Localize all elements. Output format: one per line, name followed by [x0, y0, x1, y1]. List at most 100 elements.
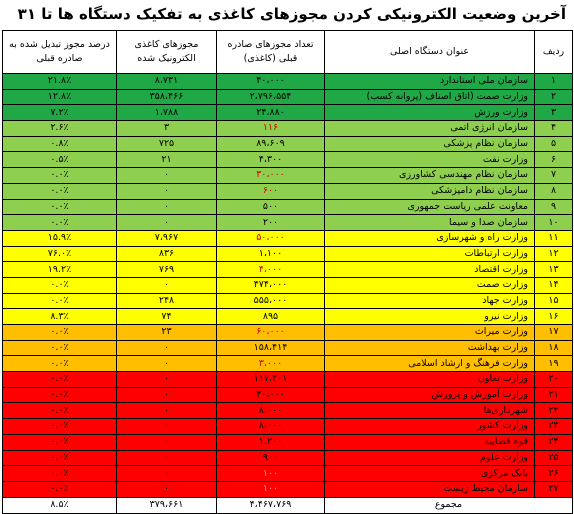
row-electronic: ۰	[116, 198, 217, 216]
row-electronic: ۰	[116, 480, 217, 498]
row-name: وزارت آموزش و پرورش	[324, 386, 535, 404]
row-percent: ۰.۰٪	[2, 292, 117, 310]
row-electronic: ۰	[116, 449, 217, 467]
row-name: وزارت صمت (اتاق اصناف (پروانه کسب)	[324, 88, 535, 106]
row-percent: ۲.۶٪	[2, 120, 117, 137]
table-row: ۸ سازمان نظام دامپزشکی ۶۰۰ ۰ ۰.۰٪	[2, 182, 573, 200]
row-count: ۵۵۵،۰۰۰	[216, 292, 325, 310]
header-name: عنوان دستگاه اصلی	[324, 30, 535, 74]
row-name: سازمان انرژی اتمی	[324, 120, 535, 137]
row-count: ۶۰۰	[216, 182, 325, 200]
row-radif: ۱۳	[534, 261, 573, 278]
total-label: مجموع	[324, 496, 573, 514]
row-percent: ۷.۲٪	[2, 104, 117, 122]
row-radif: ۲	[534, 88, 573, 106]
table-row: ۲۲ شهرداری‌ها ۸،۰۰۰ ۰ ۰.۰٪	[2, 402, 573, 420]
table-body: ۱ سازمان ملی استاندارد ۴۰،۰۰۰ ۸،۷۳۱ ۲۱.۸٪ ۲ وز…	[2, 73, 573, 498]
table-row: ۲۰ وزارت تعاون ۱۱۷،۲۰۱ ۰ ۰.۰٪	[2, 371, 573, 388]
row-name: شهرداری‌ها	[324, 402, 535, 420]
row-electronic: ۸۳۶	[116, 245, 217, 263]
row-name: وزارت کشور	[324, 418, 535, 435]
row-radif: ۱۰	[534, 214, 573, 231]
row-electronic: ۰	[116, 355, 217, 373]
row-count: ۱۰۰	[216, 465, 325, 482]
row-electronic: ۰	[116, 182, 217, 200]
table-row: ۲۶ بانک مرکزی ۱۰۰ ۰ ۰.۰٪	[2, 465, 573, 482]
row-name: وزارت جهاد	[324, 292, 535, 310]
table-row: ۱۷ وزارت میراث ۶۰،۰۰۰ ۲۳ ۰.۰٪	[2, 324, 573, 341]
row-count: ۴۰،۰۰۰	[216, 73, 325, 90]
row-percent: ۰.۰٪	[2, 465, 117, 482]
row-count: ۱۰۰	[216, 480, 325, 498]
header-electronic: مجوزهای کاغذی الکترونیک شده	[116, 30, 217, 74]
row-percent: ۱۲.۸٪	[2, 88, 117, 106]
row-count: ۸۹۵	[216, 308, 325, 325]
row-name: سازمان نظام دامپزشکی	[324, 182, 535, 200]
row-electronic: ۰	[116, 276, 217, 294]
permits-table: ردیف عنوان دستگاه اصلی تعداد مجوزهای صاد…	[2, 30, 573, 514]
row-count: ۸۹،۶۰۹	[216, 135, 325, 153]
row-electronic: ۰	[116, 402, 217, 420]
row-count: ۲۴،۸۸۰	[216, 104, 325, 122]
header-percent: درصد مجوز تبدیل شده به صادره قبلی	[2, 30, 117, 74]
row-percent: ۰.۰٪	[2, 214, 117, 231]
row-count: ۳۰،۰۰۰	[216, 167, 325, 184]
row-name: سازمان صدا و سیما	[324, 214, 535, 231]
row-count: ۶۰،۰۰۰	[216, 324, 325, 341]
row-name: وزارت ارتباطات	[324, 245, 535, 263]
row-percent: ۰.۰٪	[2, 276, 117, 294]
row-percent: ۰.۰٪	[2, 449, 117, 467]
table-row: ۱۱ وزارت راه و شهرسازی ۵۰،۰۰۰ ۷،۹۶۷ ۱۵.۹٪	[2, 229, 573, 247]
row-electronic: ۷۶۹	[116, 261, 217, 278]
row-count: ۵۰،۰۰۰	[216, 229, 325, 247]
row-name: وزارت اقتصاد	[324, 261, 535, 278]
row-count: ۴،۰۰۰	[216, 261, 325, 278]
row-name: وزارت فرهنگ و ارشاد اسلامی	[324, 355, 535, 373]
row-percent: ۰.۰٪	[2, 182, 117, 200]
row-electronic: ۷۲۵	[116, 135, 217, 153]
row-electronic: ۰	[116, 465, 217, 482]
row-radif: ۳	[534, 104, 573, 122]
row-percent: ۰.۰٪	[2, 324, 117, 341]
row-name: وزارت تعاون	[324, 371, 535, 388]
page-title: آخرین وضعیت الکترونیکی کردن مجوزهای کاغذ…	[17, 5, 566, 51]
row-radif: ۶	[534, 151, 573, 169]
row-radif: ۲۰	[534, 371, 573, 388]
table-row: ۱۶ وزارت نیرو ۸۹۵ ۷۴ ۸.۳٪	[2, 308, 573, 325]
row-percent: ۰.۰٪	[2, 402, 117, 420]
row-count: ۴،۳۰۰	[216, 151, 325, 169]
row-electronic: ۳	[116, 120, 217, 137]
row-name: وزارت نیرو	[324, 308, 535, 325]
row-electronic: ۷،۹۶۷	[116, 229, 217, 247]
table-row: ۲۷ سازمان محیط زیست ۱۰۰ ۰ ۰.۰٪	[2, 480, 573, 498]
row-radif: ۱۸	[534, 339, 573, 357]
row-radif: ۱۴	[534, 276, 573, 294]
row-count: ۱،۲۰۰	[216, 433, 325, 451]
header-radif: ردیف	[534, 30, 573, 74]
table-row: ۱۰ سازمان صدا و سیما ۲۰۰ ۰ ۰.۰٪	[2, 214, 573, 231]
table-row: ۱۴ وزارت صمت ۴۷۴،۰۰۰ ۰ ۰.۰٪	[2, 276, 573, 294]
row-percent: ۸.۳٪	[2, 308, 117, 325]
row-radif: ۵	[534, 135, 573, 153]
row-radif: ۲۴	[534, 433, 573, 451]
table-row: ۵ سازمان نظام پزشکی ۸۹،۶۰۹ ۷۲۵ ۰.۸٪	[2, 135, 573, 153]
row-electronic: ۰	[116, 339, 217, 357]
row-radif: ۲۳	[534, 418, 573, 435]
table-row: ۹ معاونت علمی ریاست جمهوری ۵۰۰ ۰ ۰.۰٪	[2, 198, 573, 216]
row-percent: ۲۱.۸٪	[2, 73, 117, 90]
row-name: سازمان نظام پزشکی	[324, 135, 535, 153]
table-row: ۳ وزارت ورزش ۲۴،۸۸۰ ۱،۷۸۸ ۷.۲٪	[2, 104, 573, 122]
row-name: وزارت علوم	[324, 449, 535, 467]
row-name: وزارت بهداشت	[324, 339, 535, 357]
row-electronic: ۲۳	[116, 324, 217, 341]
row-name: سازمان ملی استاندارد	[324, 73, 535, 90]
row-radif: ۲۱	[534, 386, 573, 404]
row-electronic: ۷۴	[116, 308, 217, 325]
row-name: وزارت صمت	[324, 276, 535, 294]
table-row: ۱۸ وزارت بهداشت ۱۵۸،۴۱۴ ۰ ۰.۰٪	[2, 339, 573, 357]
row-count: ۸،۰۰۰	[216, 418, 325, 435]
row-percent: ۷۶.۰٪	[2, 245, 117, 263]
table-row: ۲۵ وزارت علوم ۹۰۰ ۰ ۰.۰٪	[2, 449, 573, 467]
row-electronic: ۰	[116, 214, 217, 231]
row-radif: ۲۷	[534, 480, 573, 498]
